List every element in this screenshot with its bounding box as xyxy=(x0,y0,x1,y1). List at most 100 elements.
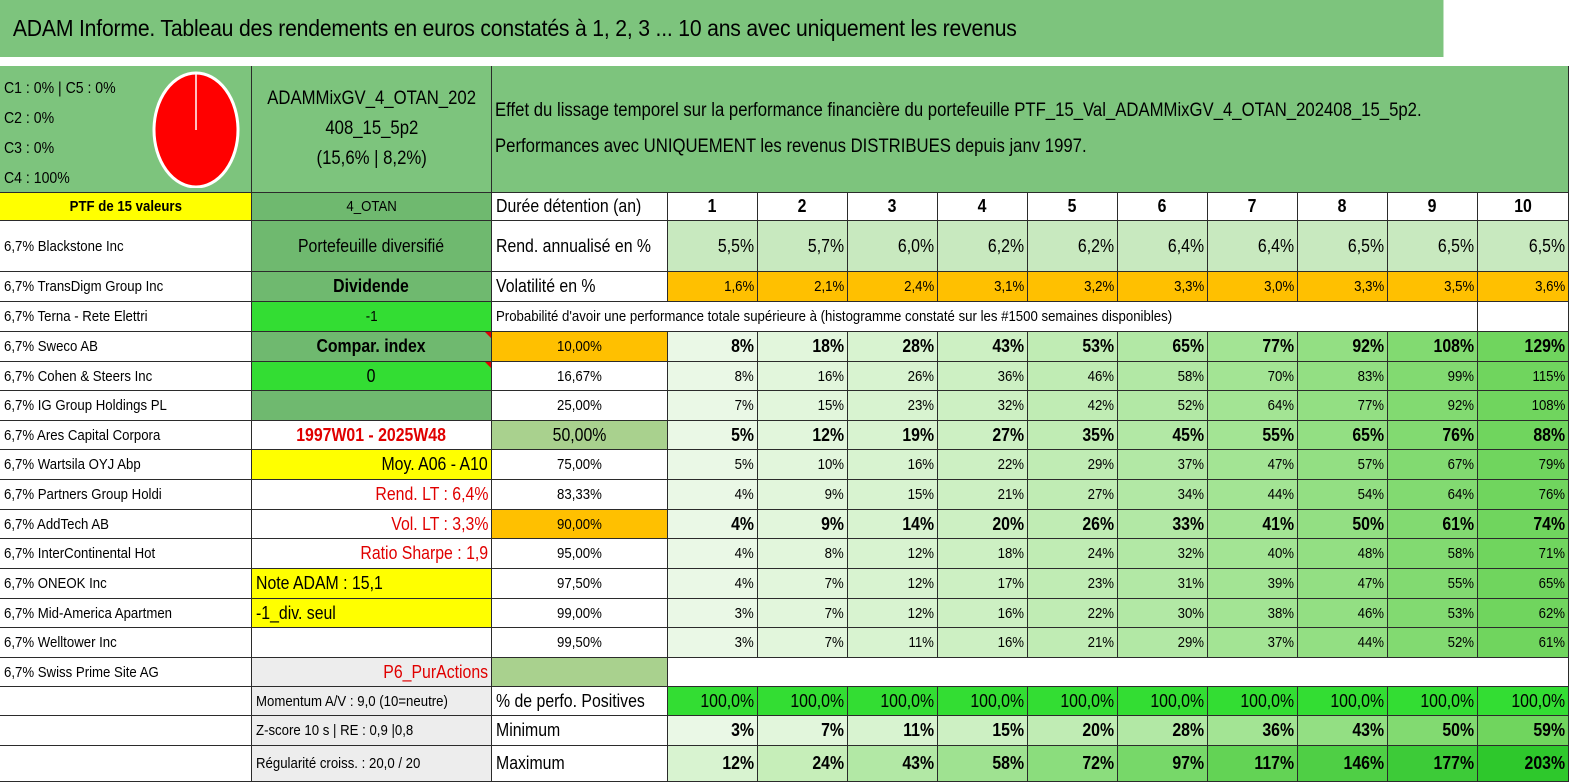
stat-value: 50% xyxy=(1388,716,1478,746)
year-header: 4 xyxy=(938,193,1028,221)
probability-value: 32% xyxy=(938,391,1028,421)
probability-threshold: 99,00% xyxy=(492,599,668,628)
probability-value: 53% xyxy=(1028,332,1118,362)
probability-value: 37% xyxy=(1118,450,1208,480)
probability-value: 4% xyxy=(668,480,758,510)
holding-item: 6,7% Partners Group Holdi xyxy=(0,480,252,510)
probability-value: 16% xyxy=(848,450,938,480)
holding-item: 6,7% Sweco AB xyxy=(0,332,252,362)
stat-value: 43% xyxy=(848,746,938,782)
probability-value: 74% xyxy=(1478,510,1569,539)
volatility-value: 1,6% xyxy=(668,272,758,302)
probability-value: 58% xyxy=(1118,362,1208,391)
portfolio-info-item: P6_PurActions xyxy=(252,658,492,687)
probability-value: 12% xyxy=(848,599,938,628)
empty-cell xyxy=(1478,302,1569,332)
return-value: 6,4% xyxy=(1208,221,1298,272)
probability-value: 7% xyxy=(758,569,848,599)
report-title: ADAM Informe. Tableau des rendements en … xyxy=(0,0,1444,60)
stat-value: 36% xyxy=(1208,716,1298,746)
probability-value: 115% xyxy=(1478,362,1569,391)
probability-value: 12% xyxy=(848,539,938,569)
volatility-value: 3,3% xyxy=(1298,272,1388,302)
return-value: 6,0% xyxy=(848,221,938,272)
probability-value: 48% xyxy=(1298,539,1388,569)
probability-value: 17% xyxy=(938,569,1028,599)
description-line2: Performances avec UNIQUEMENT les revenus… xyxy=(495,136,1087,157)
probability-value: 29% xyxy=(1118,628,1208,658)
probability-value: 21% xyxy=(938,480,1028,510)
holding-item: 6,7% Swiss Prime Site AG xyxy=(0,658,252,687)
probability-value: 23% xyxy=(1028,569,1118,599)
probability-value: 65% xyxy=(1118,332,1208,362)
portfolio-info-item: -1_div. seul xyxy=(252,599,492,628)
stat-value: 100,0% xyxy=(1208,687,1298,716)
probability-value: 30% xyxy=(1118,599,1208,628)
volatility-value: 3,6% xyxy=(1478,272,1569,302)
holding-item: 6,7% Terna - Rete Elettri xyxy=(0,302,252,332)
probability-value: 44% xyxy=(1208,480,1298,510)
probability-value: 23% xyxy=(848,391,938,421)
portfolio-info-item: Compar. index xyxy=(252,332,492,362)
stat-value: 100,0% xyxy=(938,687,1028,716)
stat-label: Maximum xyxy=(492,746,668,782)
volatility-value: 3,0% xyxy=(1208,272,1298,302)
volatility-value: 3,1% xyxy=(938,272,1028,302)
probability-header: Probabilité d'avoir une performance tota… xyxy=(492,302,1478,332)
legend-item: C1 : 0% | C5 : 0% xyxy=(4,80,116,97)
probability-value: 67% xyxy=(1388,450,1478,480)
stat-value: 43% xyxy=(1298,716,1388,746)
probability-value: 99% xyxy=(1388,362,1478,391)
year-header: 10 xyxy=(1478,193,1569,221)
probability-threshold: 25,00% xyxy=(492,391,668,421)
probability-value: 18% xyxy=(938,539,1028,569)
probability-threshold: 90,00% xyxy=(492,510,668,539)
stat-value: 97% xyxy=(1118,746,1208,782)
probability-value: 83% xyxy=(1298,362,1388,391)
allocation-legend: C1 : 0% | C5 : 0% C2 : 0% C3 : 0% C4 : 1… xyxy=(4,74,131,192)
probability-threshold: 83,33% xyxy=(492,480,668,510)
probability-value: 64% xyxy=(1388,480,1478,510)
holding-item: 6,7% ONEOK Inc xyxy=(0,569,252,599)
probability-value: 44% xyxy=(1298,628,1388,658)
probability-value: 61% xyxy=(1478,628,1569,658)
indicator-item: Régularité croiss. : 20,0 / 20 xyxy=(252,746,492,782)
holding-item: 6,7% TransDigm Group Inc xyxy=(0,272,252,302)
volatility-label: Volatilité en % xyxy=(492,272,668,302)
probability-threshold: 16,67% xyxy=(492,362,668,391)
stat-value: 12% xyxy=(668,746,758,782)
probability-value: 52% xyxy=(1388,628,1478,658)
portfolio-info-item: Moy. A06 - A10 xyxy=(252,450,492,480)
probability-value: 33% xyxy=(1118,510,1208,539)
portfolio-code: 4_OTAN xyxy=(252,193,492,221)
probability-value: 12% xyxy=(848,569,938,599)
stat-value: 100,0% xyxy=(1388,687,1478,716)
probability-threshold: 99,50% xyxy=(492,628,668,658)
year-header: 1 xyxy=(668,193,758,221)
portfolio-info-item: -1 xyxy=(252,302,492,332)
volatility-value: 3,2% xyxy=(1028,272,1118,302)
probability-value: 31% xyxy=(1118,569,1208,599)
probability-value: 16% xyxy=(938,628,1028,658)
stat-value: 11% xyxy=(848,716,938,746)
portfolio-info-item: Note ADAM : 15,1 xyxy=(252,569,492,599)
probability-value: 47% xyxy=(1208,450,1298,480)
year-header: 9 xyxy=(1388,193,1478,221)
probability-value: 37% xyxy=(1208,628,1298,658)
probability-value: 92% xyxy=(1298,332,1388,362)
probability-value: 58% xyxy=(1388,539,1478,569)
stat-value: 24% xyxy=(758,746,848,782)
return-label: Rend. annualisé en % xyxy=(492,221,668,272)
stat-value: 7% xyxy=(758,716,848,746)
legend-item: C4 : 100% xyxy=(4,170,70,187)
probability-value: 22% xyxy=(938,450,1028,480)
stat-value: 100,0% xyxy=(758,687,848,716)
probability-value: 41% xyxy=(1208,510,1298,539)
empty-cell xyxy=(0,746,252,782)
probability-value: 8% xyxy=(758,539,848,569)
duration-label: Durée détention (an) xyxy=(492,193,668,221)
stat-value: 3% xyxy=(668,716,758,746)
probability-value: 34% xyxy=(1118,480,1208,510)
holding-item: 6,7% Ares Capital Corpora xyxy=(0,421,252,450)
probability-value: 27% xyxy=(1028,480,1118,510)
